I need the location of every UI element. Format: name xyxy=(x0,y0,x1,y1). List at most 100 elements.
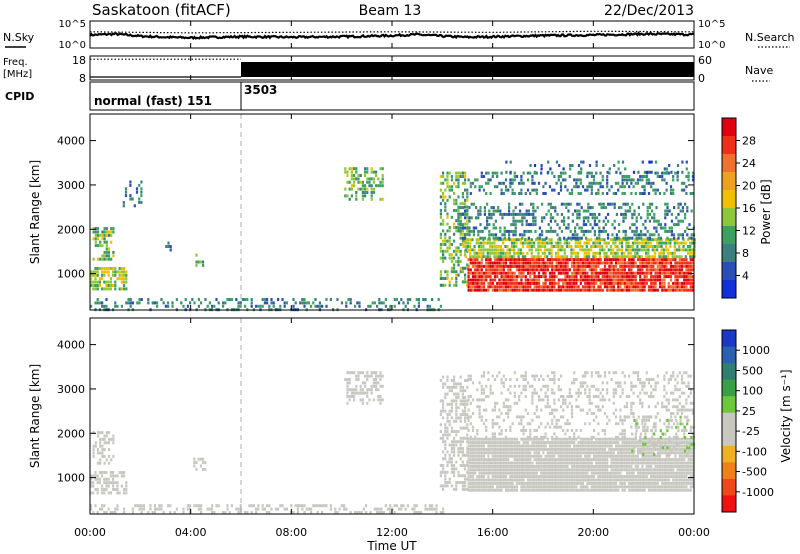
heatmap-cell xyxy=(98,481,101,485)
heatmap-cell xyxy=(455,460,458,464)
heatmap-cell xyxy=(129,298,132,301)
heatmap-cell xyxy=(450,399,453,403)
heatmap-cell xyxy=(570,245,573,248)
heatmap-cell xyxy=(444,440,447,444)
heatmap-cell xyxy=(664,241,668,245)
heatmap-cell xyxy=(673,223,676,227)
heatmap-cell xyxy=(103,227,106,231)
heatmap-cell xyxy=(625,178,629,182)
heatmap-cell xyxy=(606,185,609,189)
heatmap-cell xyxy=(120,484,123,488)
heatmap-cell xyxy=(509,447,512,451)
heatmap-cell xyxy=(459,413,462,416)
heatmap-cell xyxy=(478,285,481,289)
heatmap-cell xyxy=(581,441,585,445)
heatmap-cell xyxy=(504,178,508,182)
heatmap-cell xyxy=(348,388,351,392)
heatmap-cell xyxy=(585,255,588,259)
heatmap-cell xyxy=(650,461,653,465)
heatmap-cell xyxy=(511,464,514,468)
heatmap-cell xyxy=(570,475,574,479)
heatmap-cell xyxy=(459,440,462,444)
heatmap-cell xyxy=(630,178,633,182)
heatmap-cell xyxy=(653,226,656,230)
heatmap-cell xyxy=(597,488,600,492)
heatmap-cell xyxy=(623,458,626,462)
heatmap-cell xyxy=(525,229,528,233)
heatmap-cell xyxy=(116,504,119,508)
heatmap-cell xyxy=(571,212,574,216)
heatmap-cell xyxy=(684,216,687,220)
heatmap-cell xyxy=(618,223,621,227)
heatmap-cell xyxy=(478,485,481,489)
heatmap-cell xyxy=(522,464,525,468)
heatmap-cell xyxy=(537,447,541,451)
heatmap-cell xyxy=(522,444,525,448)
heatmap-cell xyxy=(595,478,598,482)
heatmap-cell xyxy=(617,261,620,265)
heatmap-cell xyxy=(496,451,499,455)
heatmap-cell xyxy=(639,481,642,485)
heatmap-cell xyxy=(631,241,635,245)
heatmap-cell xyxy=(614,447,618,451)
heatmap-cell xyxy=(116,491,119,495)
heatmap-cell xyxy=(475,206,478,210)
heatmap-cell xyxy=(691,285,695,289)
freq-series xyxy=(90,58,694,78)
heatmap-cell xyxy=(450,215,453,219)
heatmap-cell xyxy=(112,227,115,231)
heatmap-cell xyxy=(489,437,492,441)
heatmap-cell xyxy=(562,178,565,182)
heatmap-cell xyxy=(559,245,562,248)
heatmap-cell xyxy=(620,248,624,252)
heatmap-cell xyxy=(665,268,668,272)
heatmap-cell xyxy=(450,450,453,454)
heatmap-cell xyxy=(656,485,659,489)
heatmap-cell xyxy=(641,437,644,441)
heatmap-cell xyxy=(474,278,477,282)
heatmap-cell xyxy=(348,180,351,184)
heatmap-cell xyxy=(546,441,549,445)
heatmap-cell xyxy=(642,202,645,206)
heatmap-cell xyxy=(599,444,602,448)
heatmap-cell xyxy=(553,288,556,292)
heatmap-cell xyxy=(480,481,483,485)
heatmap-cell xyxy=(666,209,669,213)
heatmap-cell xyxy=(551,278,554,282)
heatmap-cell xyxy=(283,304,286,308)
heatmap-cell xyxy=(507,478,510,482)
heatmap-cell xyxy=(607,219,610,223)
heatmap-cell xyxy=(500,437,503,441)
heatmap-cell xyxy=(519,219,522,223)
heatmap-cell xyxy=(533,268,536,272)
heatmap-cell xyxy=(566,458,569,462)
heatmap-cell xyxy=(667,258,670,262)
heatmap-cell xyxy=(636,281,640,285)
heatmap-cell xyxy=(502,192,505,195)
heatmap-cell xyxy=(522,285,525,289)
heatmap-cell xyxy=(546,481,549,485)
heatmap-cell xyxy=(138,298,141,301)
heatmap-cell xyxy=(96,474,99,478)
heatmap-cell xyxy=(346,180,349,184)
heatmap-cell xyxy=(663,441,666,445)
heatmap-cell xyxy=(597,454,600,458)
heatmap-cell xyxy=(448,239,451,243)
heatmap-cell xyxy=(96,267,99,270)
heatmap-cell xyxy=(608,481,611,485)
heatmap-cell xyxy=(656,268,659,272)
heatmap-cell xyxy=(555,468,558,472)
heatmap-cell xyxy=(641,488,644,492)
heatmap-cell xyxy=(105,240,108,244)
heatmap-cell xyxy=(448,188,451,192)
heatmap-cell xyxy=(105,481,108,485)
heatmap-cell xyxy=(493,268,497,272)
heatmap-cell xyxy=(674,278,677,282)
heatmap-cell xyxy=(667,275,670,279)
heatmap-cell xyxy=(509,271,512,275)
heatmap-cell xyxy=(466,198,469,202)
heatmap-cell xyxy=(617,444,620,448)
heatmap-cell xyxy=(491,437,494,441)
heatmap-cell xyxy=(592,488,596,492)
heatmap-cell xyxy=(505,170,508,174)
